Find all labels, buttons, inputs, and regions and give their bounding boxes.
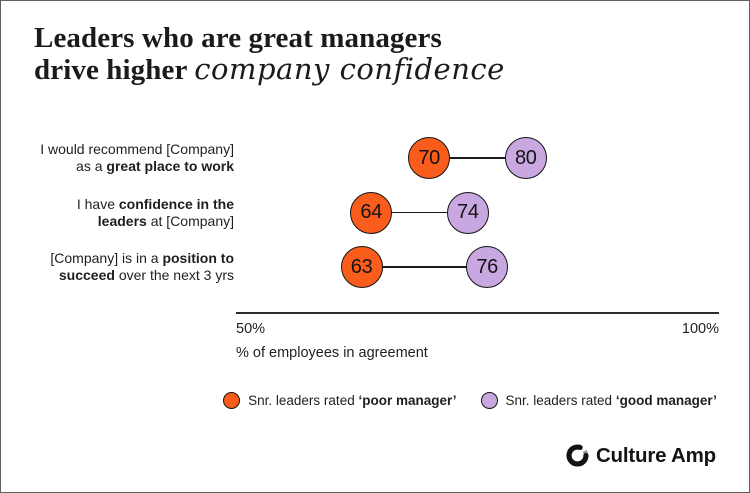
row-label-bold-text: confidence in the <box>118 195 234 212</box>
x-axis-max-label: 100% <box>681 321 719 337</box>
dot-good-manager: 74 <box>446 191 489 234</box>
row-label-bold-text: great place to work <box>106 158 234 174</box>
dot-poor-manager: 63 <box>340 246 383 288</box>
culture-amp-logo-icon <box>566 444 589 467</box>
legend-label: Snr. leaders rated ‘poor manager’ <box>248 393 457 408</box>
culture-amp-logo: Culture Amp <box>565 443 716 468</box>
x-axis-line <box>236 312 719 314</box>
title-line-2: drive higher company confidence <box>34 54 505 86</box>
dumbbell-plot: 50% 100% % of employees in agreement Snr… <box>223 1 719 492</box>
row-label-text: over the next 3 yrs <box>114 267 234 283</box>
row-label-bold-text: succeed <box>58 267 115 283</box>
row-label-text: as a <box>76 158 107 174</box>
x-axis-min-label: 50% <box>236 321 266 337</box>
dot-good-manager: 80 <box>504 137 547 179</box>
legend-label: Snr. leaders rated ‘good manager’ <box>505 393 717 408</box>
x-axis-title: % of employees in agreement <box>236 345 428 361</box>
row-label-text: at [Company] <box>146 212 234 229</box>
legend-dot-icon <box>223 392 241 409</box>
dumbbell-connector <box>429 157 526 159</box>
row-label-bold-text: position to <box>162 250 234 266</box>
dot-good-manager: 76 <box>466 246 509 288</box>
title-script-text: company confidence <box>194 52 505 86</box>
legend-item: Snr. leaders rated ‘poor manager’ <box>223 392 457 409</box>
row-label-text: I have <box>76 195 119 212</box>
row-label: [Company] is in a position to succeed ove… <box>50 250 234 284</box>
legend-dot-icon <box>480 392 498 409</box>
title-line-1: Leaders who are great managers <box>34 22 442 54</box>
row-label: I would recommend [Company] as a great pl… <box>40 141 234 175</box>
row-label-text: I would recommend [Company] <box>40 141 234 157</box>
dot-poor-manager: 70 <box>408 137 451 179</box>
row-label-bold-text: leaders <box>97 212 147 229</box>
legend-item: Snr. leaders rated ‘good manager’ <box>480 392 717 409</box>
row-label-text: [Company] is in a <box>50 250 163 266</box>
culture-amp-logo-text: Culture Amp <box>595 443 716 467</box>
dot-poor-manager: 64 <box>350 191 393 234</box>
dumbbell-connector <box>361 266 488 268</box>
row-label: I have confidence in the leaders at [Comp… <box>77 196 234 230</box>
title-line-2-regular: drive higher <box>34 54 195 86</box>
dumbbell-connector <box>371 211 468 214</box>
row-labels: I would recommend [Company] as a great pl… <box>1 1 234 492</box>
chart-legend: Snr. leaders rated ‘poor manager’ Snr. le… <box>206 392 734 409</box>
chart-title: Leaders who are great managers drive high… <box>34 23 505 86</box>
